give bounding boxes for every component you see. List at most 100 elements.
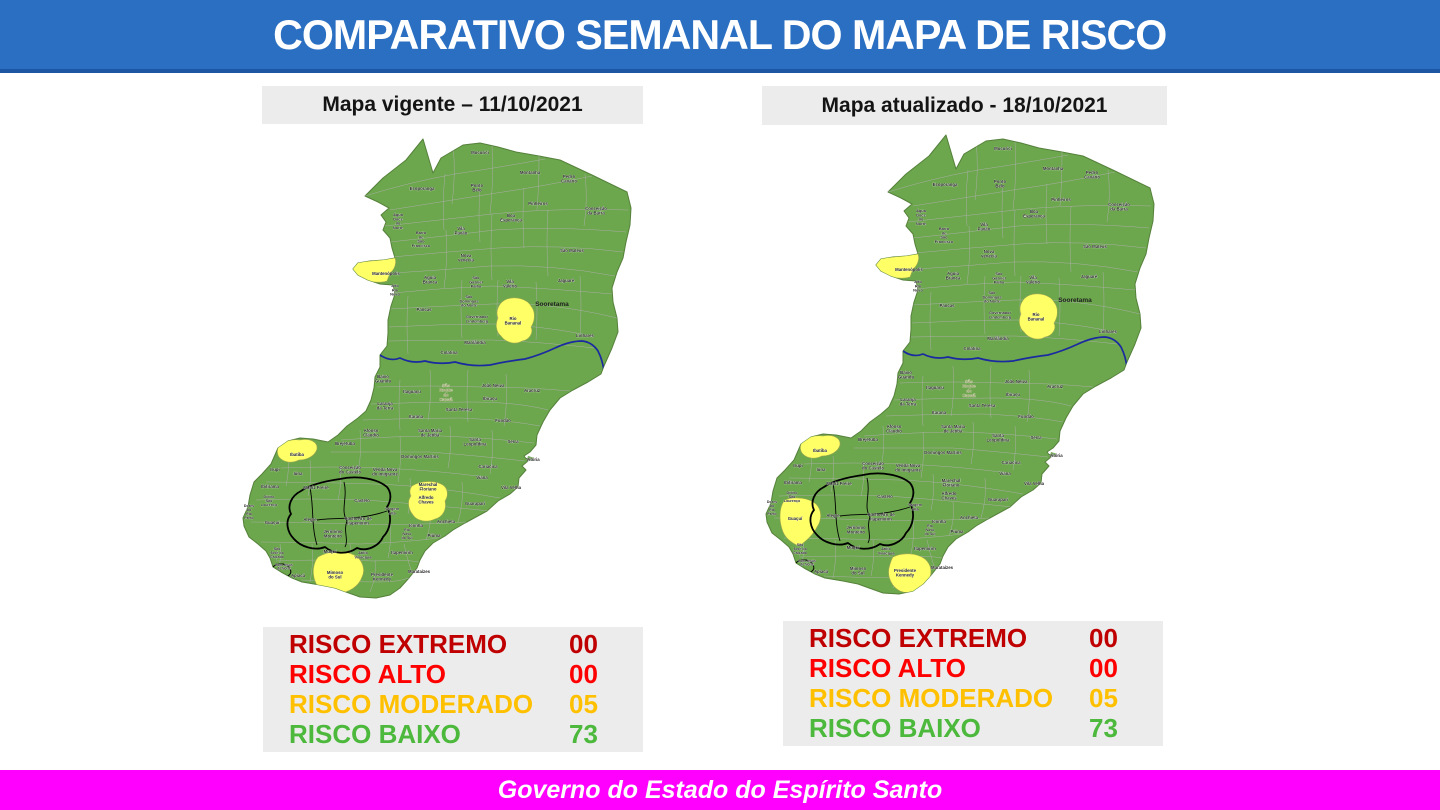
municipality-label: Itarana	[409, 414, 424, 419]
municipality-label: Serra	[1031, 435, 1043, 440]
municipality-label: Piúma	[428, 533, 442, 538]
municipality-label: Vargem Alta	[908, 502, 923, 511]
moderate-risk-area-guacui	[779, 497, 821, 547]
municipality-label: Venda Nova do Imigrante	[372, 467, 398, 477]
map-title-left-text: Mapa vigente – 11/10/2021	[322, 93, 583, 116]
legend-row-moderate: RISCO MODERADO 05	[263, 689, 643, 720]
municipality-label: Linhares	[1099, 329, 1118, 334]
municipality-label: Domingos Martins	[401, 454, 439, 459]
municipality-label: Governador Lindemberg	[989, 310, 1012, 319]
municipality-label: Jaguaré	[1081, 274, 1098, 279]
health-region-outline	[809, 472, 915, 550]
moderate-risk-area-rio-bananal	[1019, 293, 1058, 340]
municipality-label: Muqui	[847, 545, 860, 550]
municipality-label: Sooretama	[535, 301, 569, 308]
legend-value-high: 00	[1089, 653, 1118, 683]
vitoria-island	[1050, 452, 1056, 457]
municipality-label: Alto Rio Novo	[390, 283, 400, 297]
municipality-label: Mimoso do Sul	[850, 566, 867, 576]
header-bar: COMPARATIVO SEMANAL DO MAPA DE RISCO	[0, 0, 1440, 73]
legend-value-moderate: 05	[1089, 683, 1118, 713]
municipality-label: São Roque do Canaã	[439, 383, 453, 402]
municipality-label: Ibatiba	[290, 452, 304, 457]
health-region-outline	[286, 476, 392, 554]
municipality-label: Divino São Lourenço	[784, 491, 801, 503]
municipality-label: Venda Nova do Imigrante	[895, 463, 921, 473]
municipality-label: Ibatiba	[813, 448, 827, 453]
municipality-label: Pedro Canário	[1084, 170, 1100, 180]
municipality-label: Itapemirim	[914, 546, 936, 551]
municipality-label: Muniz Freire	[303, 485, 329, 490]
municipality-label: Mucurici	[994, 146, 1012, 151]
municipality-label: Vargem Alta	[385, 506, 400, 515]
municipality-label: Piúma	[951, 529, 965, 534]
legend-row-low: RISCO BAIXO 73	[263, 719, 643, 750]
municipality-label: Afonso Cláudio	[886, 424, 902, 434]
municipality-label: Vila Valério	[503, 279, 517, 289]
municipality-label: Dores do Rio Preto	[244, 504, 254, 520]
municipality-label: São José do Calçado	[270, 547, 285, 559]
municipality-label: Marilândia	[464, 340, 486, 345]
municipality-label: Vila Pavão	[978, 222, 991, 232]
municipality-label: Atílio Vivácqua	[877, 546, 895, 555]
municipality-label: Águia Branca	[423, 275, 438, 285]
municipality-label: Marilândia	[987, 336, 1009, 341]
municipality-label: Anchieta	[437, 519, 456, 524]
legend-value-extreme: 00	[1089, 623, 1118, 653]
municipality-label: São Gabriel Palha	[992, 271, 1005, 285]
legend-label-moderate: RISCO MODERADO	[289, 689, 534, 719]
municipality-label: Mantenópolis	[372, 271, 400, 276]
municipality-label: Marataízes	[931, 565, 954, 570]
municipality-label: Conceição do Castelo	[862, 461, 884, 471]
municipality-label: Laranja da Terra	[900, 397, 917, 407]
municipality-label: Castelo	[354, 498, 370, 503]
municipality-label: Jerônimo Monteiro	[323, 529, 343, 539]
municipality-label: Pedro Canário	[561, 174, 577, 184]
rio-doce-river	[902, 336, 1128, 379]
municipality-label: Viana	[476, 475, 488, 480]
legend-row-high: RISCO ALTO 00	[783, 653, 1163, 684]
municipality-label: Ibiraçu	[1006, 392, 1020, 397]
municipality-label: Mimoso do Sul	[327, 570, 344, 580]
municipality-label: Apiacá	[291, 573, 306, 578]
risk-map-updated: Mucurici Montanha Pedro Canário Ecoporanga Po…	[763, 126, 1183, 616]
municipality-label: Itaguaçu	[926, 385, 944, 390]
municipality-label: Sooretama	[1058, 297, 1092, 304]
municipality-label: Vitória	[526, 457, 540, 462]
municipality-label: Santa Teresa	[446, 407, 473, 412]
municipality-label: Santa Maria de Jetibá	[418, 428, 443, 438]
legend-row-extreme: RISCO EXTREMO 00	[263, 629, 643, 660]
municipality-label: Ibitirama	[784, 480, 803, 485]
municipality-label: Águia Branca	[946, 271, 961, 281]
municipality-label: Nova venécia	[458, 253, 474, 263]
municipality-label: São José do Calçado	[793, 543, 808, 555]
municipality-label: Guarapari	[465, 501, 485, 506]
legend-row-extreme: RISCO EXTREMO 00	[783, 623, 1163, 654]
municipality-label: Brejetuba	[858, 437, 878, 442]
municipality-label: Boa Esperança	[1023, 209, 1045, 219]
municipality-label: Ibitirama	[261, 484, 280, 489]
municipality-label: Itapemirim	[391, 550, 413, 555]
footer-bar: Governo do Estado do Espírito Santo	[0, 770, 1440, 810]
legend-row-low: RISCO BAIXO 73	[783, 713, 1163, 744]
municipality-label: Ibiraçu	[483, 396, 497, 401]
municipality-label: Pancas	[416, 307, 432, 312]
municipality-label: Divino São Lourenço	[261, 495, 278, 507]
risk-map-current: Mucurici Montanha Pedro Canário Ecoporanga Po…	[240, 130, 660, 620]
municipality-label: Marataízes	[408, 569, 431, 574]
municipality-label: Fundão	[495, 418, 511, 423]
legend-label-moderate: RISCO MODERADO	[809, 683, 1054, 713]
municipality-label: São Roque do Canaã	[962, 379, 976, 398]
rio-doce-river	[379, 340, 605, 383]
municipality-label: Iconha	[409, 523, 423, 528]
legend-value-high: 00	[569, 659, 598, 689]
municipality-label: Alfredo Chaves	[941, 491, 957, 501]
state-map-svg: Mucurici Montanha Pedro Canário Ecoporanga Po…	[765, 134, 1155, 595]
moderate-risk-area-alfredo-chaves	[408, 481, 448, 522]
municipality-label: Domingos Martins	[924, 450, 962, 455]
municipality-label: São Domingos do Norte	[982, 290, 1001, 304]
municipality-label: Mantenópolis	[895, 267, 923, 272]
municipality-label: Afonso Cláudio	[363, 428, 379, 438]
moderate-risk-area-mimoso-do-sul	[313, 551, 364, 595]
municipality-label: Alegre	[826, 513, 840, 518]
